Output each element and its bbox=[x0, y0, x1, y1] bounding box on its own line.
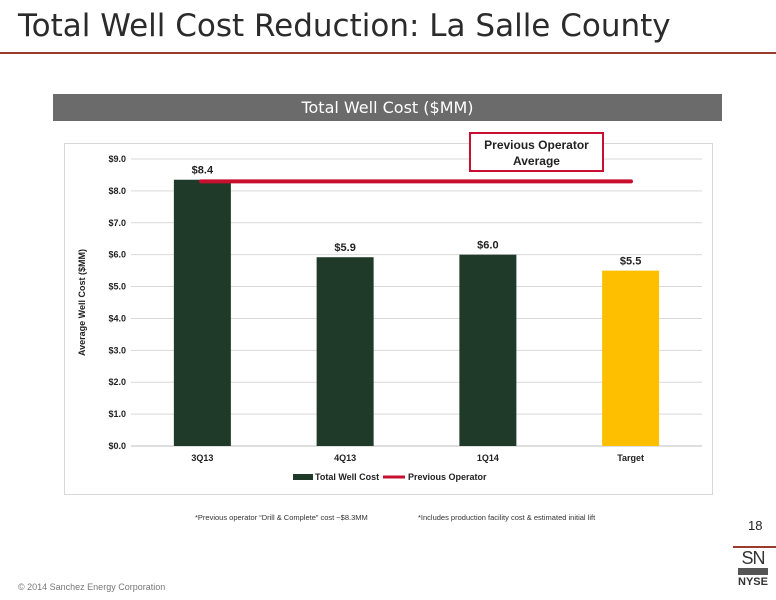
footnote-facility-cost: *Includes production facility cost & est… bbox=[418, 513, 596, 522]
bar bbox=[316, 257, 374, 446]
bar-value-label: $5.5 bbox=[620, 256, 641, 268]
page-number: 18 bbox=[748, 518, 763, 533]
y-tick-label: $4.0 bbox=[108, 313, 126, 323]
x-tick-label: 1Q14 bbox=[477, 453, 499, 463]
y-tick-label: $0.0 bbox=[108, 441, 126, 451]
y-tick-label: $1.0 bbox=[108, 409, 126, 419]
company-logo: SN NYSE bbox=[735, 549, 771, 593]
y-tick-label: $3.0 bbox=[108, 345, 126, 355]
chart-banner: Total Well Cost ($MM) bbox=[53, 94, 722, 121]
callout-line-2: Average bbox=[513, 154, 560, 168]
bar-value-label: $8.4 bbox=[192, 165, 214, 177]
bar-value-label: $6.0 bbox=[477, 240, 498, 252]
logo-band bbox=[738, 568, 768, 575]
legend-label-total-well-cost: Total Well Cost bbox=[315, 472, 379, 482]
bar bbox=[459, 254, 517, 446]
x-tick-label: 3Q13 bbox=[191, 453, 213, 463]
y-tick-label: $9.0 bbox=[108, 154, 126, 164]
legend-label-previous-operator: Previous Operator bbox=[408, 472, 487, 482]
x-tick-label: 4Q13 bbox=[334, 453, 356, 463]
y-axis-label: Average Well Cost ($MM) bbox=[77, 249, 87, 356]
previous-operator-callout: Previous Operator Average bbox=[469, 132, 604, 172]
logo-divider bbox=[733, 546, 776, 548]
bar-chart: $0.0 $1.0 $2.0 $3.0 $4.0 $5.0 $6.0 $7.0 $8.0 $9.0… bbox=[77, 154, 702, 482]
title-divider bbox=[0, 52, 776, 54]
callout-line-1: Previous Operator bbox=[484, 138, 589, 152]
y-tick-label: $6.0 bbox=[108, 250, 126, 260]
copyright: © 2014 Sanchez Energy Corporation bbox=[18, 582, 166, 592]
bar bbox=[173, 179, 231, 446]
y-tick-label: $7.0 bbox=[108, 218, 126, 228]
logo-ticker: SN bbox=[741, 548, 765, 568]
logo-exchange: NYSE bbox=[738, 576, 768, 588]
chart-area: $0.0 $1.0 $2.0 $3.0 $4.0 $5.0 $6.0 $7.0 $8.0 $9.0… bbox=[64, 143, 713, 495]
bar bbox=[602, 270, 660, 446]
y-tick-label: $8.0 bbox=[108, 186, 126, 196]
x-tick-label: Target bbox=[617, 453, 644, 463]
slide-title: Total Well Cost Reduction: La Salle Coun… bbox=[18, 8, 671, 44]
y-tick-label: $5.0 bbox=[108, 282, 126, 292]
legend-swatch-total-well-cost bbox=[293, 474, 313, 480]
footnote-previous-operator: *Previous operator “Drill & Complete” co… bbox=[195, 513, 368, 522]
bar-value-label: $5.9 bbox=[334, 242, 355, 254]
y-tick-label: $2.0 bbox=[108, 377, 126, 387]
